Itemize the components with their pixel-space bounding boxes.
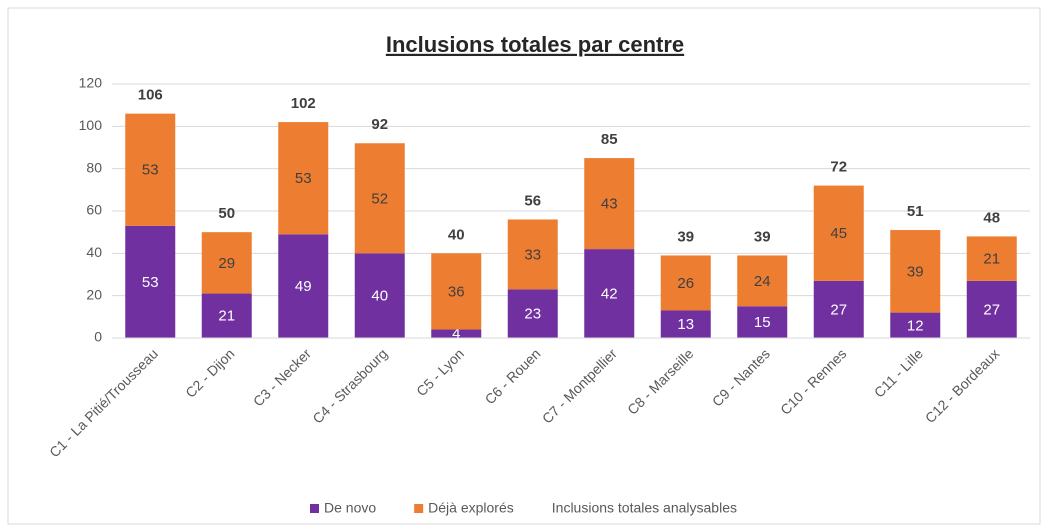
total-label: 85	[601, 131, 618, 148]
bar-segment	[125, 225, 176, 338]
total-label: 72	[830, 159, 847, 176]
bar-segment	[354, 253, 405, 338]
y-tick-label: 20	[86, 286, 102, 302]
bar-segment	[278, 234, 329, 338]
total-label: 39	[754, 228, 771, 245]
total-label: 51	[907, 203, 924, 220]
bar-segment	[660, 255, 711, 311]
y-tick-label: 120	[79, 75, 103, 91]
legend-swatch	[310, 504, 319, 513]
data-label: 12	[907, 317, 924, 334]
bar-segment	[354, 143, 405, 254]
bar-segment	[431, 329, 482, 338]
y-tick-label: 80	[86, 159, 102, 175]
y-tick-label: 0	[94, 329, 102, 345]
data-label: 53	[295, 170, 312, 187]
data-label: 43	[601, 196, 618, 213]
data-label: 29	[218, 255, 235, 272]
bar-segment	[966, 236, 1017, 281]
bar-segment	[125, 113, 176, 226]
data-label: 42	[601, 286, 618, 303]
data-label: 45	[830, 225, 847, 242]
data-label: 40	[371, 288, 388, 305]
data-label: 49	[295, 278, 312, 295]
total-label: 56	[524, 192, 541, 209]
data-label: 26	[677, 275, 694, 292]
data-label: 13	[677, 316, 694, 333]
legend-label: Déjà explorés	[428, 500, 514, 516]
bar-segment	[890, 312, 941, 338]
data-label: 36	[448, 283, 465, 300]
data-label: 4	[452, 326, 460, 343]
bar-segment	[660, 310, 711, 338]
bar-segment	[737, 255, 788, 307]
bar-segment	[813, 185, 864, 281]
data-label: 53	[142, 162, 159, 179]
y-tick-label: 100	[79, 117, 103, 133]
total-label: 48	[983, 209, 1000, 226]
data-label: 24	[754, 273, 771, 290]
bar-segment	[507, 219, 558, 290]
data-label: 21	[218, 308, 235, 325]
bar-segment	[201, 232, 252, 294]
y-tick-label: 40	[86, 244, 102, 260]
total-label: 40	[448, 226, 465, 243]
bar-segment	[966, 280, 1017, 338]
data-label: 53	[142, 274, 159, 291]
data-label: 27	[830, 301, 847, 318]
total-label: 106	[138, 87, 163, 104]
total-label: 102	[291, 95, 316, 112]
data-label: 23	[524, 306, 541, 323]
total-label: 92	[371, 116, 388, 133]
total-label: 50	[218, 205, 235, 222]
data-label: 21	[983, 251, 1000, 268]
legend-label: De novo	[324, 500, 376, 516]
bar-segment	[890, 230, 941, 313]
data-label: 39	[907, 263, 924, 280]
data-label: 15	[754, 314, 771, 331]
bar-segment	[737, 306, 788, 338]
y-tick-label: 60	[86, 202, 102, 218]
data-label: 52	[371, 190, 388, 207]
bar-segment	[584, 158, 635, 250]
chart-title: Inclusions totales par centre	[386, 32, 684, 57]
bar-segment	[278, 122, 329, 235]
legend-label: Inclusions totales analysables	[552, 500, 737, 516]
bar-segment	[584, 249, 635, 338]
bar-segment	[507, 289, 558, 338]
bar-segment	[813, 280, 864, 338]
data-label: 27	[983, 301, 1000, 318]
bar-segment	[431, 253, 482, 330]
data-label: 33	[524, 246, 541, 263]
total-label: 39	[677, 228, 694, 245]
bar-segment	[201, 293, 252, 338]
legend-swatch	[414, 504, 424, 513]
